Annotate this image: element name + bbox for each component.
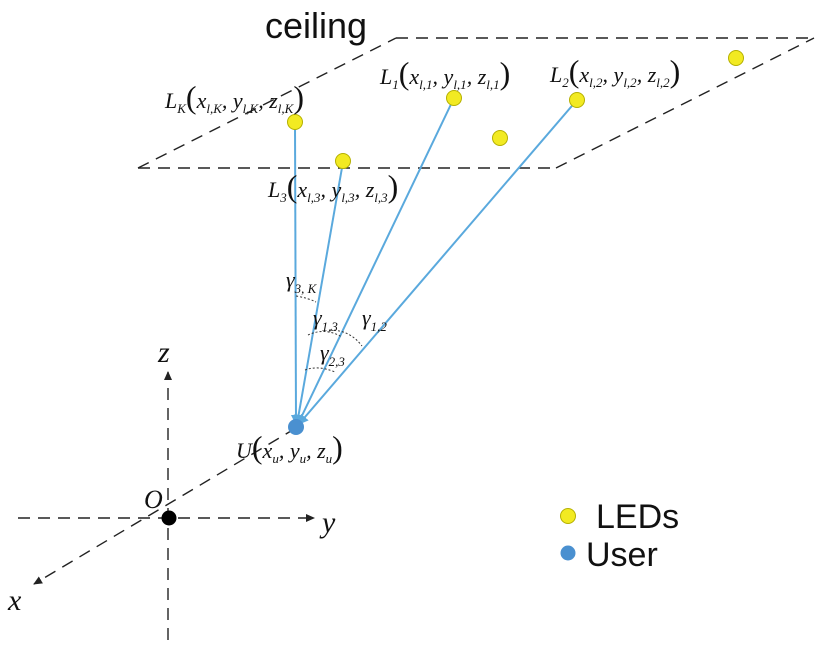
z-axis-label: z bbox=[157, 336, 170, 369]
angle-labels: γ3, K γ1,3 γ1,2 γ2,3 bbox=[286, 267, 387, 369]
led-l1-label: L1(xl,1, yl,1, zl,1) bbox=[379, 55, 510, 92]
signal-rays bbox=[290, 97, 578, 425]
angle-12-label: γ1,2 bbox=[362, 305, 387, 334]
svg-text:U(xu, yu, zu): U(xu, yu, zu) bbox=[236, 429, 343, 466]
user-label: U(xu, yu, zu) bbox=[236, 429, 343, 466]
ray-l3 bbox=[293, 161, 344, 425]
led-l1 bbox=[446, 90, 462, 106]
led-lk bbox=[287, 114, 303, 130]
led-extra-1 bbox=[492, 130, 508, 146]
angle-23-label: γ2,3 bbox=[320, 340, 345, 369]
angle-3k-label: γ3, K bbox=[286, 267, 318, 296]
origin-point bbox=[161, 510, 177, 526]
arc-13 bbox=[307, 331, 343, 338]
legend-leds-label: LEDs bbox=[596, 498, 679, 536]
ray-l1 bbox=[297, 97, 455, 425]
user-point bbox=[288, 419, 304, 435]
ceiling-label: ceiling bbox=[265, 5, 367, 46]
legend: LEDs User bbox=[560, 498, 679, 574]
svg-text:LK(xl,K, yl,K, zl,K): LK(xl,K, yl,K, zl,K) bbox=[164, 79, 304, 116]
arc-12 bbox=[329, 329, 363, 347]
arc-3k bbox=[295, 295, 317, 303]
svg-text:L2(xl,2, yl,2, zl,2): L2(xl,2, yl,2, zl,2) bbox=[549, 53, 680, 90]
y-axis-label: y bbox=[319, 506, 336, 539]
coordinate-axes: z y x O bbox=[7, 336, 336, 640]
led-l2-label: L2(xl,2, yl,2, zl,2) bbox=[549, 53, 680, 90]
legend-user-marker bbox=[560, 545, 576, 561]
led-l3-label: L3(xl,3, yl,3, zl,3) bbox=[267, 168, 398, 205]
led-points bbox=[287, 50, 744, 169]
angle-arcs bbox=[295, 295, 363, 373]
svg-text:L3(xl,3, yl,3, zl,3): L3(xl,3, yl,3, zl,3) bbox=[267, 168, 398, 205]
legend-user-label: User bbox=[586, 536, 658, 574]
led-lk-label: LK(xl,K, yl,K, zl,K) bbox=[164, 79, 304, 116]
ceiling-plane bbox=[137, 37, 815, 169]
svg-text:L1(xl,1, yl,1, zl,1): L1(xl,1, yl,1, zl,1) bbox=[379, 55, 510, 92]
x-axis-label: x bbox=[7, 584, 22, 617]
x-axis bbox=[33, 427, 297, 585]
ray-lk bbox=[290, 121, 301, 425]
origin-label: O bbox=[144, 485, 163, 514]
legend-led-marker bbox=[560, 508, 576, 524]
ray-l2 bbox=[298, 99, 578, 425]
led-l3 bbox=[335, 153, 351, 169]
angle-13-label: γ1,3 bbox=[313, 305, 338, 334]
led-l2 bbox=[569, 92, 585, 108]
led-extra-2 bbox=[728, 50, 744, 66]
